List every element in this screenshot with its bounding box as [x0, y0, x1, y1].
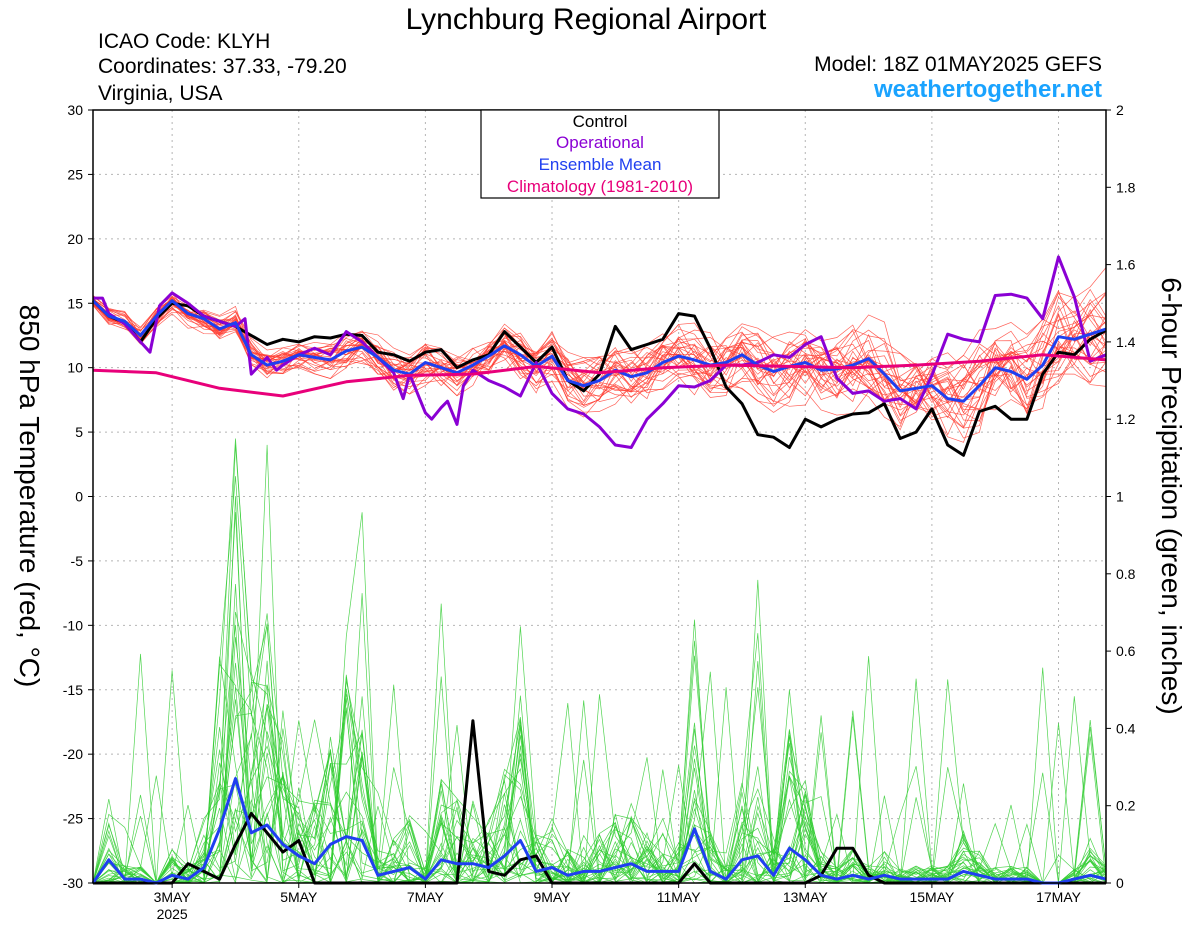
precip-member-line [92, 583, 1107, 884]
tick-label-date: 17MAY [1036, 889, 1082, 905]
temperature-member-line [92, 288, 1107, 421]
tick-label-date: 15MAY [909, 889, 955, 905]
tick-label-right: 1 [1116, 489, 1124, 505]
tick-label-date: 13MAY [783, 889, 829, 905]
precip-member-line [92, 496, 1107, 884]
axis-ticks: 302520151050-5-10-15-20-25-3021.81.61.41… [63, 102, 1136, 922]
tick-label-right: 1.6 [1116, 257, 1136, 273]
tick-label-date: 5MAY [280, 889, 318, 905]
tick-label-left: 25 [67, 166, 83, 182]
operational-temperature-line [93, 255, 1107, 449]
site-link[interactable]: weathertogether.net [873, 76, 1102, 103]
tick-label-left: -5 [71, 553, 84, 569]
tick-label-left: -20 [63, 746, 83, 762]
tick-label-year: 2025 [157, 906, 188, 922]
ensemble-mean-precip-line [91, 777, 1107, 885]
precip-member-line [92, 684, 1107, 884]
legend-climatology: Climatology (1981-2010) [507, 177, 693, 196]
chart-title: Lynchburg Regional Airport [406, 3, 767, 36]
ensemble-members [92, 267, 1107, 885]
tick-label-right: 2 [1116, 102, 1124, 118]
legend: Control Operational Ensemble Mean Climat… [480, 109, 720, 199]
legend-ensemble-mean: Ensemble Mean [539, 155, 662, 174]
temperature-member-line [92, 295, 1107, 411]
precip-member-line [92, 684, 1107, 884]
tick-label-left: 20 [67, 231, 83, 247]
temperature-member-line [92, 291, 1107, 406]
tick-label-left: 5 [75, 424, 83, 440]
temperature-member-line [92, 296, 1107, 436]
legend-box [480, 109, 720, 199]
tick-label-date: 9MAY [533, 889, 571, 905]
icao-code: ICAO Code: KLYH [98, 30, 270, 53]
climatology-temperature-line [92, 353, 1107, 398]
tick-label-right: 1.8 [1116, 179, 1136, 195]
left-axis-label: 850 hPa Temperature (red, °C) [14, 305, 45, 688]
tick-label-left: 30 [67, 102, 83, 118]
ensemble-mean-temperature-line [91, 299, 1107, 403]
tick-label-left: -30 [63, 875, 83, 891]
tick-label-left: -10 [63, 617, 83, 633]
tick-label-right: 0.2 [1116, 798, 1136, 814]
temperature-member-line [92, 295, 1107, 406]
temperature-member-line [92, 295, 1107, 422]
tick-label-left: 10 [67, 360, 83, 376]
temperature-member-line [92, 293, 1107, 416]
tick-label-left: -25 [63, 811, 83, 827]
tick-label-right: 0.6 [1116, 643, 1136, 659]
precip-member-line [92, 633, 1107, 884]
tick-label-left: 15 [67, 295, 83, 311]
region: Virginia, USA [98, 82, 223, 105]
tick-label-date: 7MAY [407, 889, 445, 905]
tick-label-date: 3MAY [154, 889, 192, 905]
legend-operational: Operational [556, 133, 644, 152]
precip-member-line [92, 680, 1107, 884]
tick-label-left: -15 [63, 682, 83, 698]
tick-label-right: 1.2 [1116, 411, 1136, 427]
tick-label-right: 0.8 [1116, 566, 1136, 582]
tick-label-left: 0 [75, 489, 83, 505]
model-run: Model: 18Z 01MAY2025 GEFS [814, 53, 1102, 76]
tick-label-right: 0 [1116, 875, 1124, 891]
tick-label-date: 11MAY [657, 889, 701, 905]
right-axis-label: 6-hour Precipitation (green, inches) [1156, 277, 1187, 714]
tick-label-right: 1.4 [1116, 334, 1136, 350]
precip-member-line [93, 706, 1107, 884]
legend-control: Control [573, 112, 628, 131]
coordinates: Coordinates: 37.33, -79.20 [98, 55, 347, 78]
tick-label-right: 0.4 [1116, 720, 1136, 736]
precip-member-line [92, 678, 1107, 884]
temperature-member-line [92, 289, 1107, 418]
